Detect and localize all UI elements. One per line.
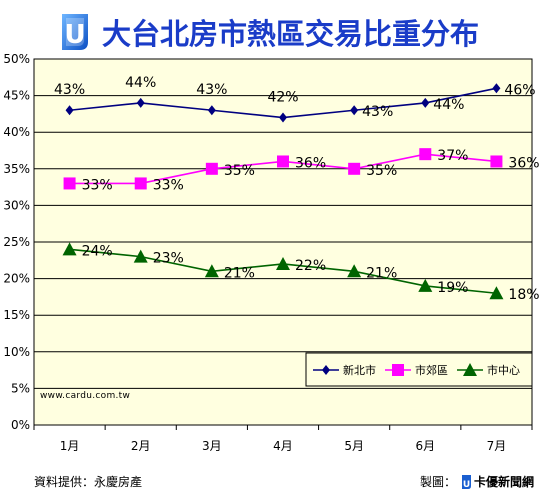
data-label: 21% [224, 265, 255, 281]
data-point [419, 148, 432, 161]
data-label: 44% [125, 75, 156, 91]
data-point [279, 112, 287, 123]
y-tick-label: 30% [3, 198, 30, 212]
watermark: www.cardu.com.tw [40, 391, 130, 401]
data-point [421, 97, 430, 108]
data-label: 43% [196, 82, 227, 98]
brand-logo: U [62, 14, 88, 50]
legend-box [305, 352, 533, 387]
data-point [276, 256, 290, 270]
data-point [489, 286, 504, 300]
legend-label: 市郊區 [415, 363, 448, 377]
data-point [350, 105, 359, 116]
credit-brand: 卡優新聞網 [474, 474, 534, 489]
legend-marker [463, 363, 477, 376]
data-label: 24% [82, 243, 113, 259]
logo-letter: U [64, 20, 85, 50]
series-layer: 43% 44% 43% 42% 43% 44% 46% 33% 33% 35% 36% 35% 37% 3… [54, 75, 540, 303]
data-point [205, 162, 218, 175]
credit-logo: U [462, 475, 471, 490]
x-tick-label: 7月 [487, 439, 507, 453]
data-label: 43% [362, 104, 393, 120]
data-point [65, 105, 74, 116]
data-label: 44% [433, 97, 464, 113]
data-point [348, 162, 361, 175]
data-label: 36% [508, 155, 539, 171]
credit-label: 製圖： [420, 475, 456, 489]
data-point [134, 177, 147, 190]
legend-marker [322, 365, 330, 375]
legend-label: 市中心 [487, 363, 520, 377]
data-label: 33% [82, 177, 113, 193]
data-point [133, 249, 148, 263]
data-label: 43% [54, 82, 85, 98]
data-point [418, 278, 433, 292]
data-label: 35% [224, 163, 255, 179]
data-label: 21% [366, 265, 397, 281]
y-tick-label: 10% [3, 345, 30, 359]
y-tick-label: 25% [3, 235, 30, 249]
data-label: 19% [437, 280, 468, 296]
gridlines [34, 95, 532, 389]
data-label: 33% [153, 177, 184, 193]
data-label: 37% [437, 148, 468, 164]
source-note: 資料提供：永慶房產 [34, 474, 142, 489]
y-tick-label: 40% [3, 125, 30, 139]
header: U 大台北房市熱區交易比重分布 [62, 14, 479, 51]
y-tick-label: 0% [11, 418, 30, 432]
y-tick-label: 35% [3, 162, 30, 176]
y-tick-label: 20% [3, 272, 30, 286]
credit-logo-letter: U [463, 480, 470, 490]
data-point [490, 155, 503, 168]
chart-title: 大台北房市熱區交易比重分布 [102, 17, 479, 51]
data-point [136, 97, 145, 108]
x-tick-label: 2月 [131, 439, 151, 453]
data-point [204, 264, 219, 278]
x-axis: 1月 2月 3月 4月 5月 6月 7月 [33, 425, 533, 453]
y-axis: 0% 5% 10% 15% 20% 25% 30% 35% 40% 45% 50% [3, 52, 30, 432]
data-point [62, 242, 77, 256]
data-label: 18% [508, 287, 539, 303]
data-point [277, 155, 289, 168]
x-tick-label: 4月 [273, 439, 293, 453]
y-tick-label: 50% [3, 52, 30, 66]
data-label: 35% [366, 163, 397, 179]
data-label: 42% [267, 90, 298, 106]
x-tick-label: 3月 [202, 439, 222, 453]
y-tick-label: 5% [11, 381, 30, 395]
data-point [492, 83, 501, 94]
x-tick-label: 5月 [344, 439, 364, 453]
data-label: 46% [504, 82, 535, 98]
x-tick-label: 6月 [415, 439, 435, 453]
data-label: 22% [295, 258, 326, 274]
data-label: 23% [153, 251, 184, 267]
x-tick-label: 1月 [60, 439, 80, 453]
footer: 資料提供：永慶房產 製圖： U 卡優新聞網 [34, 474, 534, 490]
data-point [347, 264, 362, 278]
legend-label: 新北市 [343, 363, 376, 377]
data-point [63, 177, 76, 190]
data-point [207, 105, 216, 116]
y-tick-label: 15% [3, 308, 30, 322]
legend-marker [392, 364, 404, 376]
y-tick-label: 45% [3, 89, 30, 103]
legend: 新北市 市郊區 市中心 [305, 352, 533, 387]
data-label: 36% [295, 155, 326, 171]
